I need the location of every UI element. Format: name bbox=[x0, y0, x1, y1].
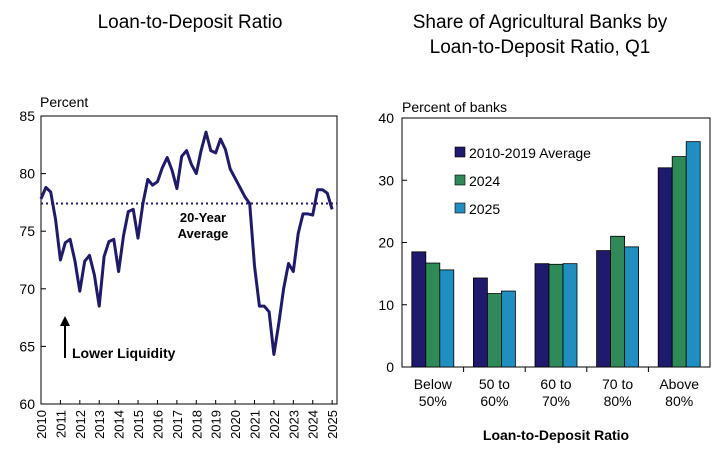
bar-2025-cat-0 bbox=[439, 269, 455, 368]
bar-category-label-1-line-1: 50 to bbox=[479, 376, 510, 392]
bar-category-label-2-line-1: 60 to bbox=[540, 376, 571, 392]
bar-2010-2019-average-cat-0 bbox=[411, 251, 427, 368]
line-y-tick-label-0: 60 bbox=[19, 396, 35, 412]
line-x-tick-label-3: 2013 bbox=[92, 410, 107, 439]
bar-2024-cat-3 bbox=[610, 235, 625, 368]
legend-label-1: 2024 bbox=[469, 173, 500, 189]
line-x-tick-label-2: 2012 bbox=[73, 410, 88, 439]
legend-label-2: 2025 bbox=[469, 201, 500, 217]
bar-2010-2019-average-cat-3 bbox=[596, 250, 611, 368]
line-x-tick-label-4: 2014 bbox=[112, 410, 127, 439]
bar-2025-cat-1 bbox=[500, 290, 516, 368]
legend-swatch-2 bbox=[454, 202, 466, 214]
bar-category-label-2-line-2: 70% bbox=[542, 393, 570, 409]
legend-swatch-0 bbox=[454, 146, 466, 158]
line-x-tick-label-13: 2023 bbox=[286, 410, 301, 439]
line-x-tick-label-0: 2010 bbox=[34, 410, 49, 439]
line-x-tick-label-9: 2019 bbox=[209, 410, 224, 439]
line-plot-frame bbox=[40, 115, 338, 405]
bar-2010-2019-average-cat-2 bbox=[534, 263, 550, 368]
bar-2024-cat-1 bbox=[486, 293, 502, 368]
average-label-line-2: Average bbox=[178, 226, 229, 241]
bar-y-tick-label-2: 20 bbox=[378, 235, 394, 251]
bar-2025-cat-3 bbox=[624, 246, 639, 368]
bar-chart-title-line-1: Share of Agricultural Banks by bbox=[412, 12, 668, 33]
bar-x-axis-label: Loan-to-Deposit Ratio bbox=[483, 427, 629, 443]
line-x-tick-label-15: 2025 bbox=[325, 410, 340, 439]
bar-y-tick-label-1: 10 bbox=[378, 297, 394, 313]
line-chart-title: Loan-to-Deposit Ratio bbox=[97, 12, 283, 33]
bar-category-label-0-line-1: Below bbox=[414, 376, 453, 392]
bar-2010-2019-average-cat-4 bbox=[657, 167, 673, 368]
bar-2024-cat-2 bbox=[548, 263, 564, 368]
bar-category-label-4-line-2: 80% bbox=[665, 393, 693, 409]
bar-2025-cat-4 bbox=[685, 141, 701, 368]
line-y-tick-label-2: 70 bbox=[19, 281, 35, 297]
legend-swatch-1 bbox=[454, 174, 466, 186]
line-y-tick-label-4: 80 bbox=[19, 166, 35, 182]
line-x-tick-label-5: 2015 bbox=[131, 410, 146, 439]
bar-y-axis-label: Percent of banks bbox=[402, 99, 507, 115]
bar-chart-title: Share of Agricultural Banks by Loan-to-D… bbox=[370, 10, 710, 60]
line-y-tick-label-1: 65 bbox=[19, 338, 35, 354]
bar-chart-title-line-2: Loan-to-Deposit Ratio, Q1 bbox=[429, 37, 651, 58]
line-x-tick-label-12: 2022 bbox=[267, 410, 282, 439]
line-x-tick-label-10: 2020 bbox=[228, 410, 243, 439]
bar-2025-cat-2 bbox=[562, 263, 578, 368]
bar-category-label-0-line-2: 50% bbox=[419, 393, 447, 409]
bar-category-label-3-line-1: 70 to bbox=[602, 376, 633, 392]
bar-category-label-3-line-2: 80% bbox=[604, 393, 632, 409]
lower-liquidity-arrowhead bbox=[60, 316, 70, 326]
legend-label-0: 2010-2019 Average bbox=[469, 145, 591, 161]
line-y-tick-label-3: 75 bbox=[19, 223, 35, 239]
lower-liquidity-label: Lower Liquidity bbox=[72, 345, 176, 361]
line-x-tick-label-7: 2017 bbox=[170, 410, 185, 439]
bar-2010-2019-average-cat-1 bbox=[472, 277, 488, 368]
bar-category-label-1-line-2: 60% bbox=[480, 393, 508, 409]
bar-y-tick-label-3: 30 bbox=[378, 172, 394, 188]
line-x-tick-label-1: 2011 bbox=[53, 410, 68, 438]
average-label-line-1: 20-Year bbox=[180, 210, 226, 225]
bar-category-label-4-line-1: Above bbox=[659, 376, 699, 392]
bar-y-tick-label-0: 0 bbox=[386, 359, 394, 375]
line-x-tick-label-8: 2018 bbox=[189, 410, 204, 439]
line-x-tick-label-6: 2016 bbox=[150, 410, 165, 439]
bar-2024-cat-4 bbox=[671, 156, 687, 368]
bar-y-tick-label-4: 40 bbox=[378, 110, 394, 126]
line-y-axis-label: Percent bbox=[40, 94, 88, 110]
line-x-tick-label-14: 2024 bbox=[306, 410, 321, 439]
line-x-tick-label-11: 2021 bbox=[248, 410, 263, 439]
loan-to-deposit-series-line bbox=[39, 130, 334, 356]
bar-2024-cat-0 bbox=[425, 262, 441, 368]
line-y-tick-label-5: 85 bbox=[19, 108, 35, 124]
